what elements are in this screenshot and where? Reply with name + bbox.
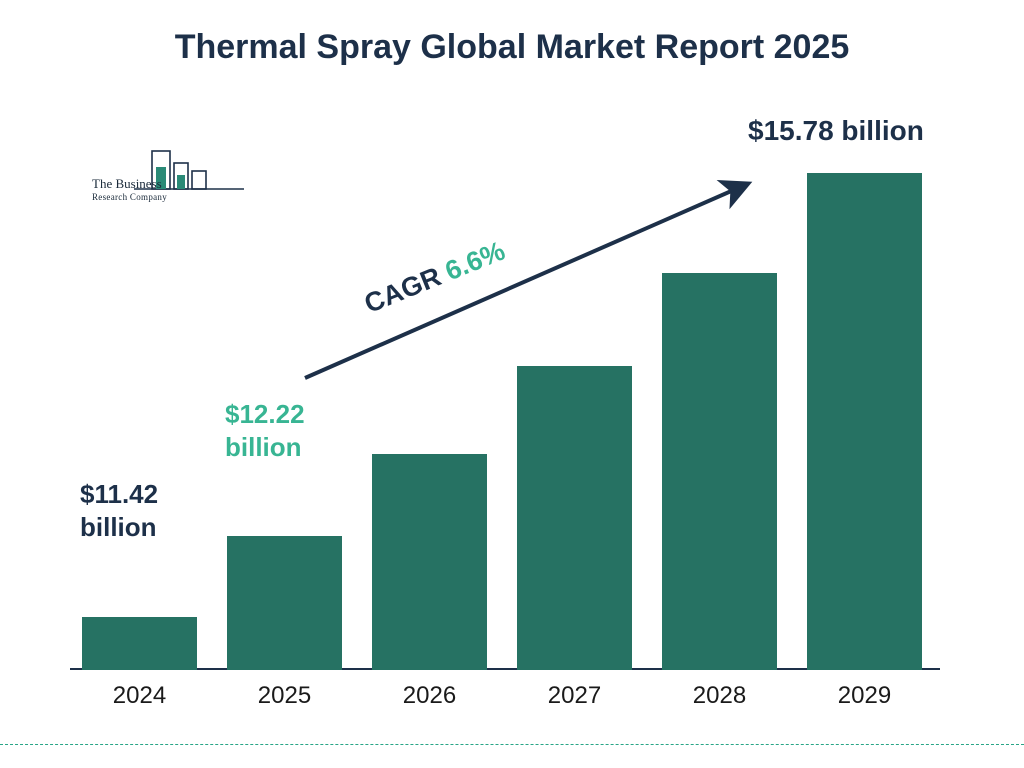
- value-callout-2024: $11.42 billion: [80, 478, 158, 543]
- value-callout-2029: $15.78 billion: [748, 115, 924, 147]
- bar-2028: [662, 273, 777, 670]
- x-axis-label: 2028: [660, 682, 780, 710]
- bar-chart-area: [70, 130, 940, 670]
- bar-2029: [807, 173, 922, 670]
- x-axis-label: 2025: [225, 682, 345, 710]
- chart-title: Thermal Spray Global Market Report 2025: [0, 28, 1024, 67]
- x-axis-label: 2029: [805, 682, 925, 710]
- value-callout-2025: $12.22 billion: [225, 398, 305, 463]
- callout-unit: billion: [80, 512, 157, 542]
- x-axis-label: 2026: [370, 682, 490, 710]
- bar-2026: [372, 454, 487, 670]
- bar-2025: [227, 536, 342, 670]
- callout-value: $12.22: [225, 399, 305, 429]
- callout-value: $11.42: [80, 479, 158, 509]
- bar-2027: [517, 366, 632, 670]
- bar-2024: [82, 617, 197, 670]
- callout-unit: billion: [225, 432, 302, 462]
- footer-dashed-line: [0, 744, 1024, 745]
- x-axis-label: 2024: [80, 682, 200, 710]
- x-axis-label: 2027: [515, 682, 635, 710]
